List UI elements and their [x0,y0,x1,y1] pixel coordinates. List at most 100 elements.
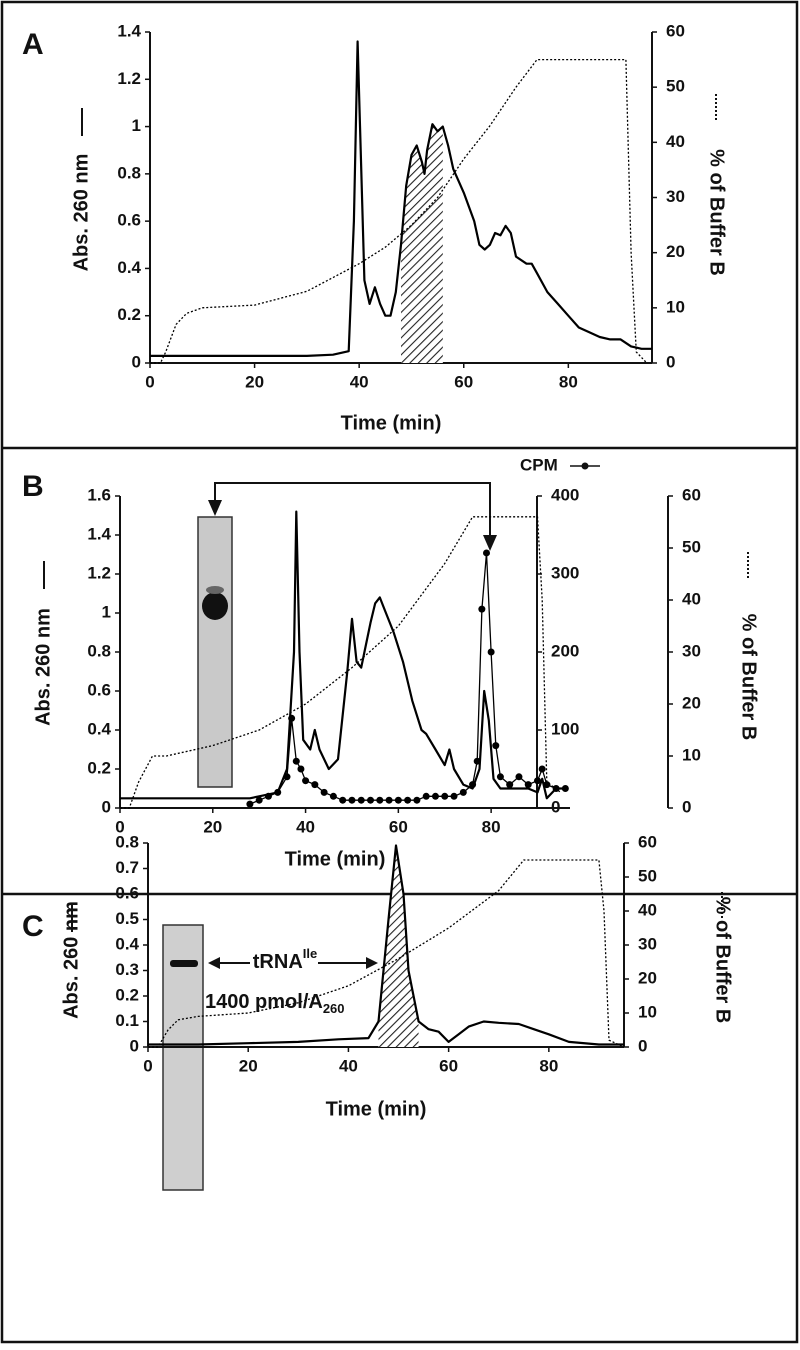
y-tick-label: 0.2 [87,758,111,777]
series-line [150,58,648,364]
y-axis-label: Abs. 260 nm [70,154,92,272]
data-point [311,781,319,789]
y2-tick-label: 0 [551,797,560,816]
data-point [534,777,542,785]
panel-label: B [22,470,44,503]
y2-tick-label: 50 [638,866,657,885]
y-tick-label: 1.6 [87,485,111,504]
y3-tick-label: 60 [682,485,701,504]
y-axis-label: Abs. 260 nm [32,608,54,726]
series-line [150,40,652,357]
data-point [357,796,365,804]
y-tick-label: 0.5 [115,909,139,928]
annotation-text: 1400 pmol/A [205,991,323,1013]
y2-tick-label: 10 [666,297,685,316]
y-tick-label: 0.4 [117,258,141,277]
data-point [376,796,384,804]
y2-tick-label: 300 [551,563,579,582]
data-point [413,796,421,804]
data-point [348,796,356,804]
x-tick-label: 60 [389,817,408,836]
gel-inset [162,924,204,1191]
data-point [302,777,310,785]
y-tick-label: 0.6 [87,680,111,699]
data-point [478,605,486,613]
data-point [339,796,347,804]
x-tick-label: 60 [439,1056,458,1075]
data-point [459,788,467,796]
data-point [404,796,412,804]
gel-inset [197,516,233,788]
shaded-fraction [378,845,419,1047]
y-tick-label: 0.4 [87,719,111,738]
y2-tick-label: 0 [666,352,675,371]
y-tick-label: 0.8 [117,163,141,182]
x-tick-label: 0 [145,372,154,391]
y2-axis-label: % of Buffer B [706,149,728,276]
data-point [329,792,337,800]
y2-axis-label: CPM [520,455,558,474]
y3-tick-label: 30 [682,641,701,660]
y-tick-label: 0.2 [115,985,139,1004]
data-point [543,781,551,789]
arrow-head [208,957,220,969]
data-point [524,781,532,789]
series-line [148,844,624,1046]
y2-tick-label: 200 [551,641,579,660]
y2-tick-label: 0 [638,1036,647,1055]
y-tick-label: 0.2 [117,305,141,324]
data-point [255,796,263,804]
y-tick-label: 1.4 [87,524,111,543]
y2-tick-label: 30 [638,934,657,953]
data-point [473,757,481,765]
panel-label: C [22,910,44,943]
y-axis-label: Abs. 260 nm [60,901,82,1019]
data-point [385,796,393,804]
x-tick-label: 0 [143,1056,152,1075]
y-tick-label: 0.1 [115,1011,139,1030]
y2-tick-label: 10 [638,1002,657,1021]
y3-tick-label: 20 [682,693,701,712]
y-tick-label: 1 [132,116,141,135]
data-point [469,781,477,789]
y-tick-label: 0.4 [115,934,139,953]
annotation-subscript: 260 [323,1001,345,1016]
x-axis-label: Time (min) [341,412,442,434]
y3-tick-label: 0 [682,797,691,816]
y-tick-label: 0 [132,352,141,371]
y2-tick-label: 50 [666,77,685,96]
x-axis-label: Time (min) [285,848,386,870]
data-point [422,792,430,800]
y-tick-label: 1.4 [117,21,141,40]
annotation-text: tRNA [253,951,303,973]
data-point [431,792,439,800]
y3-tick-label: 50 [682,537,701,556]
gel-band [206,586,224,594]
x-tick-label: 0 [115,817,124,836]
data-point [506,781,514,789]
y-tick-label: 0.3 [115,960,139,979]
x-tick-label: 20 [239,1056,258,1075]
arrow-head [366,957,378,969]
data-point [450,792,458,800]
data-point [246,800,254,808]
y-tick-label: 1.2 [87,563,111,582]
y3-tick-label: 10 [682,745,701,764]
series-line [120,516,562,809]
y-tick-label: 0.7 [115,858,139,877]
x-tick-label: 40 [350,372,369,391]
panel-label: A [22,28,44,61]
x-tick-label: 20 [203,817,222,836]
arrow-head [208,500,222,516]
data-point [274,788,282,796]
y-tick-label: 1.2 [117,69,141,88]
arrow-head [483,535,497,551]
gel-band [170,960,198,967]
y-tick-label: 0.8 [87,641,111,660]
x-tick-label: 20 [245,372,264,391]
y-tick-label: 0.6 [117,211,141,230]
legend-symbol [581,462,589,470]
y2-tick-label: 40 [638,900,657,919]
